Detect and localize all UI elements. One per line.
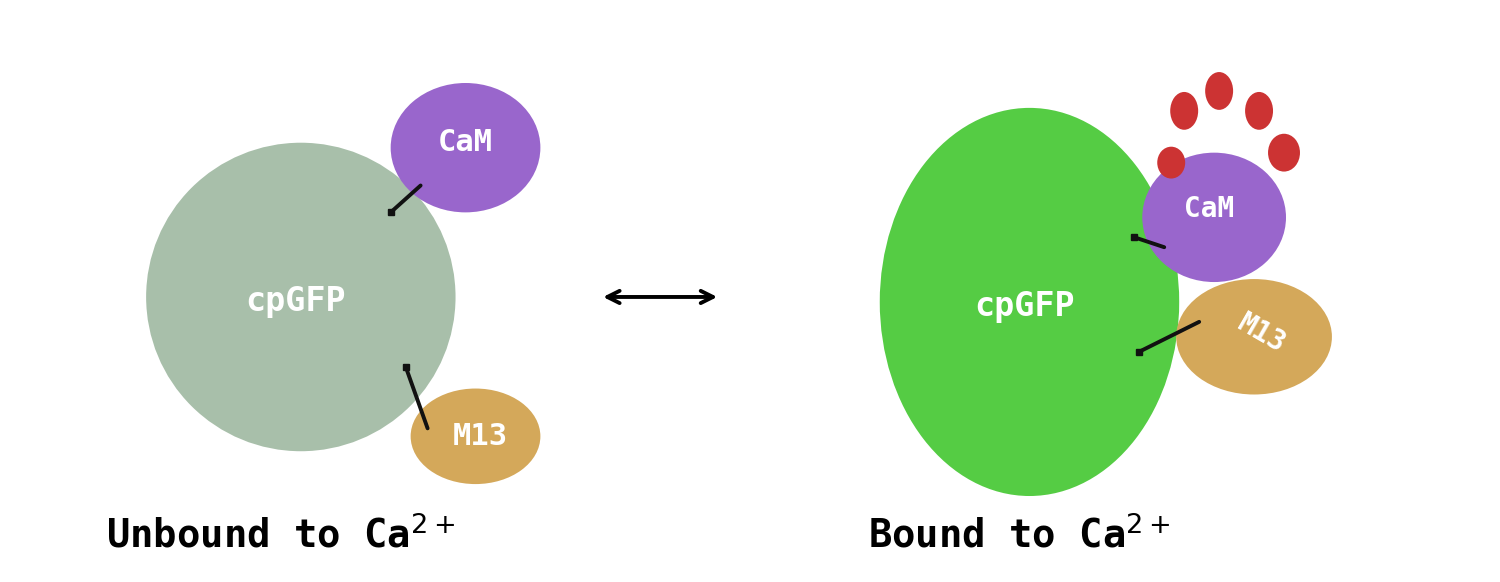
Text: M13: M13 xyxy=(453,422,509,451)
Ellipse shape xyxy=(1170,92,1198,130)
Text: CaM: CaM xyxy=(1184,196,1234,223)
Ellipse shape xyxy=(411,389,540,484)
Text: M13: M13 xyxy=(1233,309,1292,359)
Ellipse shape xyxy=(1268,134,1300,172)
Ellipse shape xyxy=(390,83,540,212)
Ellipse shape xyxy=(1204,72,1233,110)
Text: cpGFP: cpGFP xyxy=(974,290,1076,324)
Ellipse shape xyxy=(146,143,456,451)
Ellipse shape xyxy=(1245,92,1274,130)
Ellipse shape xyxy=(1176,279,1332,395)
Text: Bound to Ca$^{2+}$: Bound to Ca$^{2+}$ xyxy=(868,516,1170,556)
Text: cpGFP: cpGFP xyxy=(246,285,346,318)
Text: Unbound to Ca$^{2+}$: Unbound to Ca$^{2+}$ xyxy=(106,516,456,556)
Text: CaM: CaM xyxy=(438,128,494,157)
Ellipse shape xyxy=(1156,147,1185,179)
Ellipse shape xyxy=(1143,152,1286,282)
Ellipse shape xyxy=(880,108,1179,496)
